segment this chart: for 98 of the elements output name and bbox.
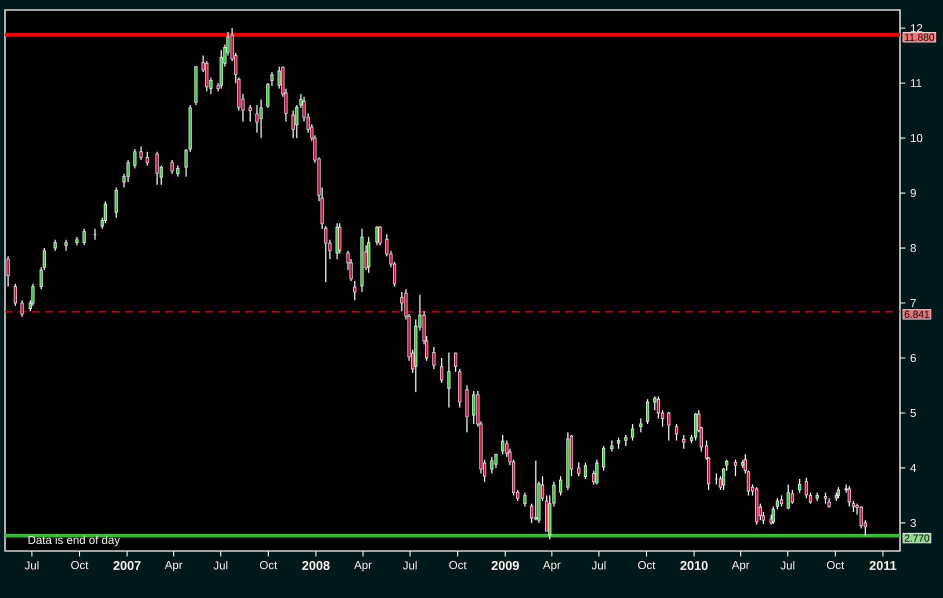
candlestick [375,225,379,246]
x-tick-label: 2010 [680,561,708,570]
candlestick [353,280,356,301]
candlestick [6,256,10,288]
ref-line-label: 11.880 [905,34,934,41]
candlestick [776,498,779,510]
x-tick-label: Oct [826,561,844,570]
candlestick [630,423,634,442]
x-tick-label: Oct [71,561,88,570]
candlestick [146,151,149,166]
candlestick [114,186,118,218]
y-tick-label: 5 [910,408,916,417]
candlestick [126,159,130,183]
x-tick-label: Apr [164,561,182,572]
x-tick-label: Apr [542,561,561,572]
x-tick-label: 2009 [492,561,519,570]
candlestick [20,300,24,318]
candlestick [133,148,136,169]
candlestick [170,159,174,174]
x-tick-label: Apr [732,561,750,572]
candlestick [552,481,556,508]
x-tick-label: Jul [402,561,417,570]
candlestick [824,492,828,504]
candlestick [14,283,17,306]
x-tick-label: Apr [354,561,372,572]
x-tick-label: Oct [449,561,467,570]
candlestick [804,477,808,499]
candlestick [454,352,458,372]
x-tick-label: 2007 [113,561,141,570]
candlestick [440,357,444,384]
candlestick [260,99,263,139]
candlestick [82,228,86,246]
candlestick [156,151,159,186]
y-tick-label: 11 [910,79,922,88]
annotation: Data is end of day [28,536,120,546]
candlestick [270,72,274,86]
x-tick-label: Oct [260,561,278,570]
candlestick [772,506,775,525]
ref-line-label: 6.841 [904,310,930,318]
x-tick-label: Jul [592,561,606,570]
candlestick [616,437,620,450]
candlestick [494,454,498,469]
candlestick [447,352,450,408]
x-tick-label: Jul [214,561,228,570]
candlestick [432,346,436,370]
candlestick [610,440,614,452]
y-tick-label: 12 [910,24,922,32]
candlestick [734,459,738,477]
candlestick [667,411,670,442]
candlestick [848,486,851,508]
y-tick-label: 3 [910,518,916,527]
candlestick [798,478,802,494]
candlestick [523,492,527,508]
ref-line-label: 2.770 [904,534,930,542]
candlestick [674,423,678,442]
candlestick [530,503,534,524]
candlestick [595,459,598,486]
x-tick-label: Jul [24,561,38,570]
y-tick-label: 4 [910,464,916,472]
candlestick [646,398,650,425]
x-tick-label: Oct [638,561,656,570]
candlestick [808,492,812,504]
candlestick [378,225,382,246]
x-tick-label: 2008 [302,561,330,570]
candlestick [602,445,606,472]
candlestick [472,390,476,425]
candlestick [656,396,660,420]
candlestick [780,494,784,508]
candlestick [184,148,188,178]
candlestick [577,462,580,477]
y-tick-label: 10 [910,134,922,142]
candlestick [682,434,686,450]
candlestick [790,489,794,504]
candlestick [501,434,504,455]
candlestick [139,146,143,161]
candlestick [786,484,790,510]
candlestick [54,239,57,252]
candlestick [836,486,840,499]
candlestick [248,104,252,122]
y-tick-label: 7 [910,299,916,307]
candlestick [639,418,642,433]
candlestick [255,104,259,134]
candlestick [584,462,588,480]
candlestick [176,164,180,178]
candlestick [852,500,856,513]
x-tick-label: Jul [780,561,794,570]
candlestick [64,239,68,252]
candlestick [266,82,270,108]
x-tick-label: 2011 [870,561,896,570]
candlestick [559,476,562,496]
candlestick [624,434,628,447]
y-tick-label: 9 [910,189,916,198]
y-tick-label: 6 [910,354,916,362]
candlestick [295,104,298,139]
y-tick-label: 8 [910,244,916,252]
candlestick [534,460,538,521]
candlestick [694,412,698,442]
candlestick [490,456,494,474]
